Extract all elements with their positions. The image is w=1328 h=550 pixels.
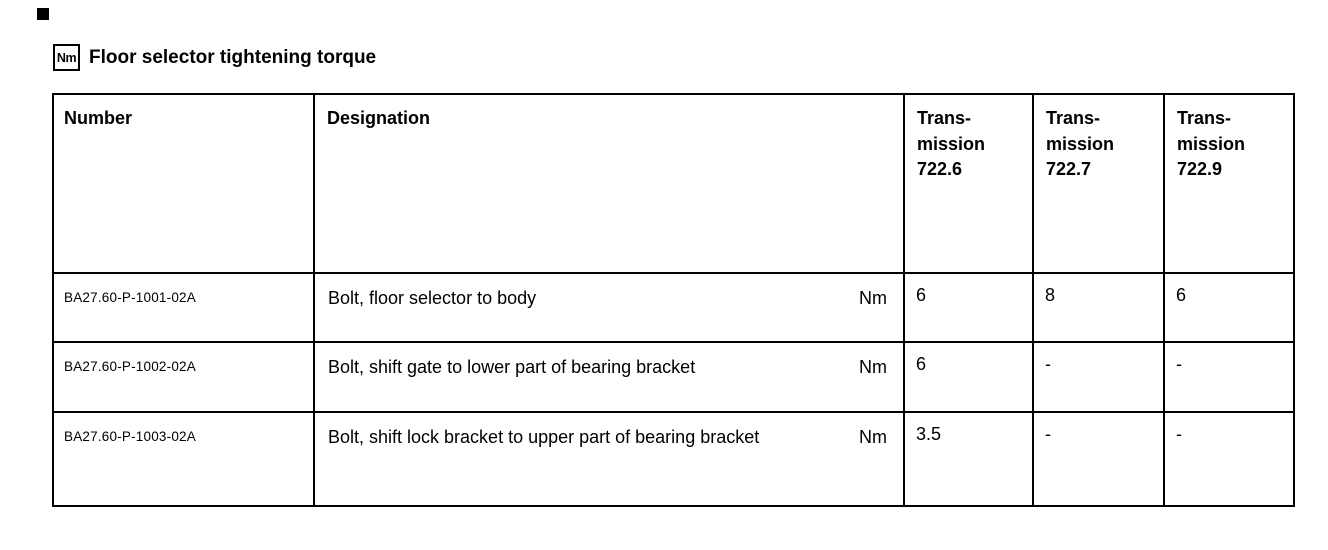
torque-value-722-6: 6 [903, 341, 1034, 413]
table-header-row: Number Designation Trans- mission 722.6 … [52, 93, 1295, 274]
torque-table: Number Designation Trans- mission 722.6 … [52, 93, 1295, 507]
page-title: Floor selector tightening torque [89, 46, 377, 68]
torque-nm-icon: Nm [53, 44, 80, 71]
table-row: BA27.60-P-1001-02A Bolt, floor selector … [52, 272, 1295, 343]
column-header-transmission-722-7: Trans- mission 722.7 [1032, 93, 1165, 274]
title-row: Nm Floor selector tightening torque [53, 44, 376, 71]
column-header-transmission-722-9: Trans- mission 722.9 [1163, 93, 1295, 274]
unit-label: Nm [859, 288, 887, 308]
part-number-cell: BA27.60-P-1002-02A [52, 341, 315, 413]
designation-cell: Bolt, shift gate to lower part of bearin… [313, 341, 905, 413]
torque-value-722-7: - [1032, 411, 1165, 507]
designation-wrap: Bolt, shift lock bracket to upper part o… [328, 424, 887, 450]
unit-label: Nm [859, 357, 887, 377]
column-header-number: Number [52, 93, 315, 274]
table-row: BA27.60-P-1002-02A Bolt, shift gate to l… [52, 341, 1295, 413]
torque-value-722-7: - [1032, 341, 1165, 413]
column-header-transmission-722-6: Trans- mission 722.6 [903, 93, 1034, 274]
table-row: BA27.60-P-1003-02A Bolt, shift lock brac… [52, 411, 1295, 507]
part-number-cell: BA27.60-P-1001-02A [52, 272, 315, 343]
designation-text: Bolt, shift gate to lower part of bearin… [328, 357, 696, 377]
designation-wrap: Bolt, shift gate to lower part of bearin… [328, 354, 887, 380]
designation-text: Bolt, floor selector to body [328, 288, 537, 308]
designation-cell: Bolt, shift lock bracket to upper part o… [313, 411, 905, 507]
torque-value-722-9: - [1163, 411, 1295, 507]
designation-text: Bolt, shift lock bracket to upper part o… [328, 427, 760, 447]
torque-value-722-7: 8 [1032, 272, 1165, 343]
page-marker-square [37, 8, 49, 20]
designation-wrap: Bolt, floor selector to body Nm [328, 285, 887, 311]
designation-cell: Bolt, floor selector to body Nm [313, 272, 905, 343]
torque-value-722-6: 6 [903, 272, 1034, 343]
torque-value-722-6: 3.5 [903, 411, 1034, 507]
part-number-cell: BA27.60-P-1003-02A [52, 411, 315, 507]
torque-value-722-9: - [1163, 341, 1295, 413]
column-header-designation: Designation [313, 93, 905, 274]
torque-value-722-9: 6 [1163, 272, 1295, 343]
unit-label: Nm [859, 427, 887, 447]
